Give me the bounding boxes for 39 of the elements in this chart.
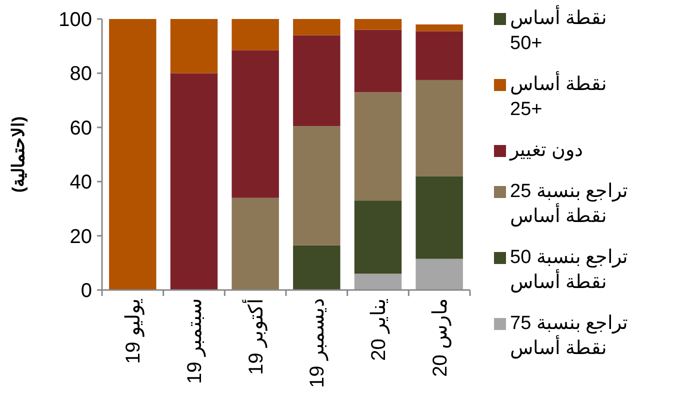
bar: [170, 73, 218, 290]
legend-label: تراجع بنسبة 25 نقطة أساس: [510, 180, 629, 229]
bar: [354, 30, 402, 92]
legend-label: دون تغيير: [510, 139, 584, 163]
bar: [232, 19, 279, 50]
bar: [354, 92, 402, 201]
bar: [416, 24, 463, 32]
y-tick-label: 80: [70, 63, 92, 86]
legend-label: نقطة أساس +50: [510, 6, 608, 56]
bar: [232, 50, 279, 198]
bar: [109, 19, 156, 290]
bar: [416, 176, 463, 259]
bar: [293, 126, 340, 246]
x-tick-label: يوليو 19: [122, 298, 145, 364]
bar: [232, 198, 279, 290]
y-axis-title: (الاحتمالية): [9, 116, 28, 193]
bar: [354, 274, 402, 290]
bar: [416, 80, 463, 176]
bar: [170, 19, 218, 74]
x-tick-label: ديسمبر 19: [306, 298, 329, 388]
y-tick-label: 0: [80, 280, 92, 302]
x-tick-label: يناير 20: [368, 298, 390, 361]
y-tick-label: 40: [70, 172, 92, 194]
y-tick-label: 100: [58, 9, 92, 31]
bar: [416, 31, 463, 80]
legend-label: تراجع بنسبة 50 نقطة أساس: [510, 246, 629, 295]
x-tick-label: سبتمبر 19: [184, 298, 206, 384]
bar: [293, 245, 340, 290]
bar: [416, 258, 463, 290]
x-tick-label: أكتوبر 19: [241, 298, 268, 375]
bar: [293, 19, 340, 36]
legend-label: تراجع بنسبة 75 نقطة أساس: [510, 312, 629, 361]
bar: [293, 35, 340, 126]
bar: [354, 200, 402, 274]
x-tick-label: مارس 20: [429, 298, 452, 377]
y-tick-label: 60: [70, 117, 92, 140]
bar: [354, 19, 402, 30]
legend-label: نقطة أساس +25: [510, 72, 608, 122]
y-tick-label: 20: [70, 226, 92, 248]
